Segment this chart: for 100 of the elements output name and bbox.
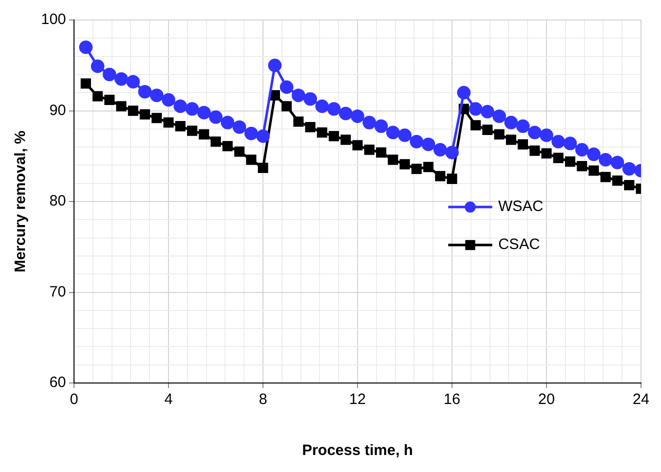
point xyxy=(244,126,258,140)
x-tick-label: 0 xyxy=(70,391,78,408)
point xyxy=(587,148,600,162)
x-tick-label: 24 xyxy=(632,391,650,408)
point xyxy=(315,99,329,113)
point xyxy=(516,119,530,133)
point xyxy=(187,126,198,136)
point xyxy=(126,74,140,88)
point xyxy=(400,159,410,170)
point xyxy=(352,140,363,150)
x-tick-label: 8 xyxy=(258,391,268,408)
point xyxy=(422,138,436,152)
point xyxy=(610,156,624,170)
point xyxy=(446,174,458,184)
point xyxy=(612,175,623,186)
point xyxy=(80,78,91,89)
point xyxy=(588,166,599,176)
point xyxy=(232,120,246,134)
point xyxy=(79,40,93,54)
point xyxy=(540,128,554,142)
point xyxy=(576,160,588,172)
point xyxy=(185,102,199,116)
point xyxy=(220,116,234,130)
point xyxy=(104,94,115,105)
point xyxy=(174,99,188,113)
point xyxy=(575,143,589,157)
point xyxy=(492,109,506,123)
point xyxy=(563,136,577,150)
point xyxy=(362,116,376,130)
point xyxy=(292,88,306,102)
point xyxy=(457,86,471,100)
point xyxy=(246,154,256,165)
point xyxy=(470,120,481,130)
point xyxy=(92,91,103,102)
y-tick-label: 70 xyxy=(49,283,66,300)
y-axis-title: Mercury removal, % xyxy=(12,130,30,272)
point xyxy=(268,58,282,72)
point xyxy=(256,129,270,143)
x-tick-label: 20 xyxy=(538,391,555,408)
x-tick-label: 12 xyxy=(349,391,366,408)
point xyxy=(116,101,126,112)
point xyxy=(364,144,374,155)
point xyxy=(234,146,245,157)
point xyxy=(433,143,447,157)
point xyxy=(316,127,328,138)
point xyxy=(553,152,564,164)
point xyxy=(435,170,446,182)
point xyxy=(504,116,518,130)
point xyxy=(598,153,612,167)
point xyxy=(140,109,150,120)
point xyxy=(304,92,318,106)
point xyxy=(163,117,174,128)
point xyxy=(340,134,351,145)
point xyxy=(280,80,294,94)
point xyxy=(270,90,280,100)
x-tick-label: 16 xyxy=(444,391,460,408)
point xyxy=(128,106,138,116)
point xyxy=(90,60,104,74)
point xyxy=(210,136,221,147)
point xyxy=(350,109,364,123)
y-tick-label: 90 xyxy=(49,102,66,119)
point xyxy=(494,129,504,140)
point xyxy=(468,102,482,116)
point xyxy=(552,134,566,148)
point xyxy=(150,88,164,102)
legend-label: CSAC xyxy=(498,236,540,254)
point xyxy=(388,154,398,165)
point xyxy=(327,102,341,116)
point xyxy=(528,126,542,140)
point xyxy=(398,128,412,142)
point xyxy=(622,162,636,176)
point xyxy=(411,164,422,174)
point xyxy=(282,101,292,112)
point xyxy=(482,124,493,135)
point xyxy=(102,68,116,82)
point xyxy=(410,134,424,148)
point xyxy=(530,146,540,156)
point xyxy=(175,121,186,132)
y-tick-label: 60 xyxy=(49,374,66,392)
legend-label: WSAC xyxy=(498,198,544,216)
point xyxy=(624,180,634,190)
point xyxy=(258,162,268,174)
point xyxy=(328,131,340,142)
y-tick-label: 80 xyxy=(49,192,66,210)
point xyxy=(445,146,459,160)
point xyxy=(374,119,388,133)
point xyxy=(152,112,162,124)
point xyxy=(197,106,211,120)
point xyxy=(480,104,494,118)
point xyxy=(564,156,576,167)
point xyxy=(386,126,400,140)
point xyxy=(518,139,528,150)
y-tick-label: 100 xyxy=(40,11,66,28)
x-axis-title: Process time, h xyxy=(302,442,413,460)
point xyxy=(293,116,304,127)
point xyxy=(222,141,233,152)
point xyxy=(376,147,386,158)
point xyxy=(305,122,316,132)
point xyxy=(506,134,516,145)
x-tick-label: 4 xyxy=(164,391,173,408)
